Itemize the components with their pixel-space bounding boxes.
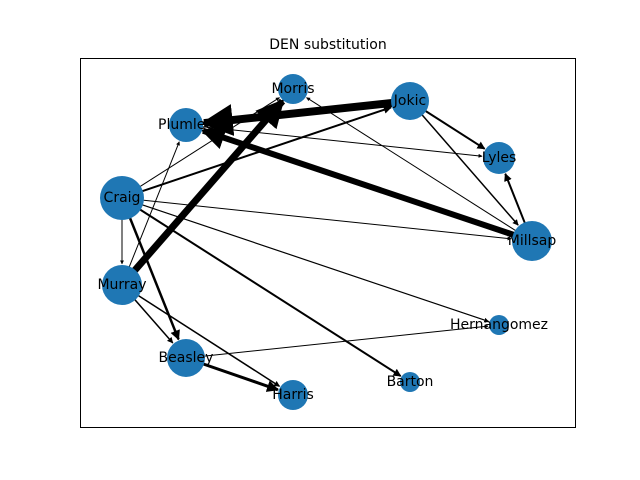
node-label: Murray: [97, 277, 146, 293]
node-craig: Craig: [100, 176, 144, 220]
node-circle: [278, 74, 308, 104]
node-label: Craig: [104, 190, 141, 206]
edge-millsap-to-plumlee: [200, 126, 526, 242]
edge-jokic-to-plumlee: [200, 97, 403, 136]
edge-craig-to-barton: [128, 201, 402, 377]
node-circle: [167, 339, 205, 377]
node-circle: [102, 265, 142, 305]
node-circle: [489, 315, 509, 335]
node-lyles: Lyles: [482, 142, 517, 174]
edge-layer: [120, 97, 530, 392]
node-morris: Morris: [271, 74, 315, 104]
node-circle: [278, 380, 308, 410]
node-circle: [391, 82, 429, 120]
node-barton: Barton: [387, 372, 434, 392]
edge-murray-to-plumlee: [124, 141, 180, 278]
node-hernangomez: Hernangomez: [450, 315, 548, 335]
edge-beasley-to-harris: [192, 359, 280, 392]
edge-craig-to-millsap: [130, 198, 512, 241]
node-label: Harris: [272, 387, 314, 403]
plot-frame: [80, 58, 576, 428]
node-label: Beasley: [159, 350, 214, 366]
node-harris: Harris: [272, 380, 314, 410]
node-plumlee: Plumlee: [158, 108, 214, 142]
edge-plumlee-to-lyles: [192, 125, 483, 158]
node-label: Morris: [271, 81, 314, 97]
node-label: Millsap: [508, 233, 557, 249]
edge-beasley-to-hernangomez: [193, 324, 489, 358]
node-circle: [483, 142, 515, 174]
node-circle: [100, 176, 144, 220]
node-circle: [400, 372, 420, 392]
edge-murray-to-harris: [128, 288, 281, 387]
edge-craig-to-beasley: [124, 205, 180, 341]
node-murray: Murray: [97, 265, 147, 305]
node-millsap: Millsap: [508, 221, 557, 261]
node-beasley: Beasley: [159, 339, 214, 377]
node-label: Lyles: [482, 150, 517, 166]
edge-murray-to-morris: [124, 98, 286, 282]
node-circle: [512, 221, 552, 261]
node-label: Plumlee: [158, 117, 214, 133]
node-layer: Morris Jokic Plumlee Lyles Craig Millsap Murra…: [97, 74, 556, 410]
node-circle: [169, 108, 203, 142]
node-label: Hernangomez: [450, 317, 548, 333]
edge-craig-to-jokic: [130, 105, 392, 197]
edge-craig-to-morris: [129, 97, 280, 194]
node-label: Jokic: [393, 93, 426, 109]
edge-jokic-to-lyles: [415, 104, 486, 150]
node-jokic: Jokic: [391, 82, 429, 120]
diagram-title: DEN substitution: [269, 37, 386, 53]
edge-jokic-to-millsap: [414, 106, 519, 226]
edge-craig-to-hernangomez: [130, 200, 490, 323]
edge-millsap-to-morris: [306, 97, 526, 238]
node-label: Barton: [387, 374, 434, 390]
